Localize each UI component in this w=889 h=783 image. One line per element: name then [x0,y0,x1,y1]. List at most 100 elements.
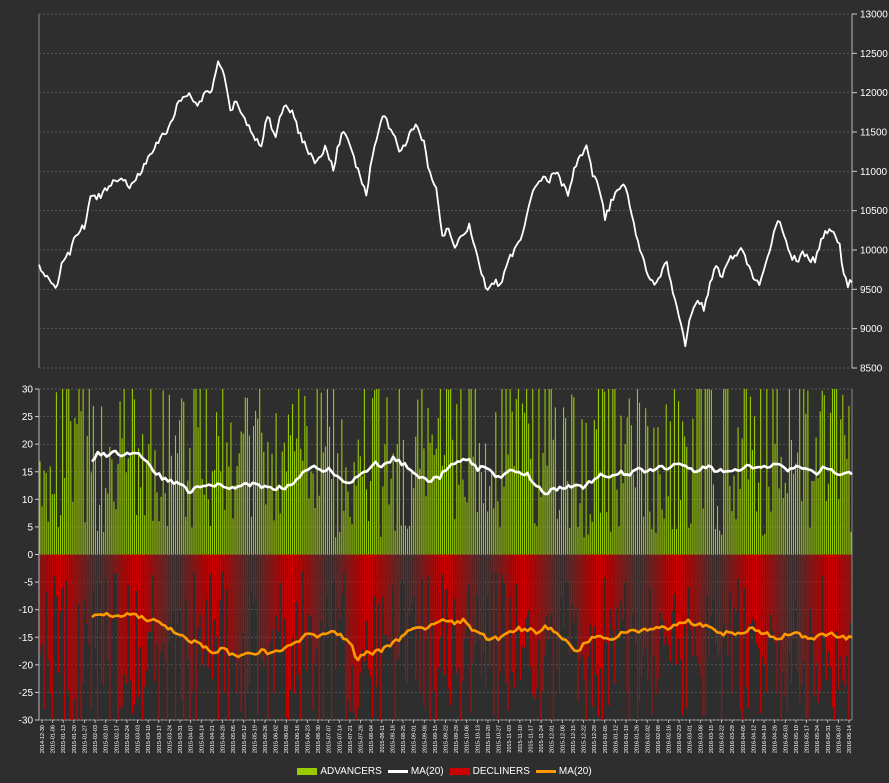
decliners-bar [622,554,624,619]
advancers-bar [458,484,460,555]
advancers-bar [647,426,649,555]
advancers-bar [125,472,127,555]
decliners-bar [610,554,612,610]
bottom-x-tick-label: 2016-05-10 [794,725,800,753]
advancers-bar [191,527,193,555]
advancers-bar [743,389,745,555]
decliners-bar [281,554,283,651]
legend-item-advancers-ma[interactable]: MA(20) [387,766,444,777]
legend-item-advancers[interactable]: ADVANCERS [297,766,382,777]
decliners-bar [361,554,363,650]
decliners-bar [133,554,135,706]
decliners-bar [211,554,214,679]
decliners-bar [109,554,111,720]
advancers-bar [365,489,367,555]
advancers-bar [651,529,653,555]
decliners-bar [801,554,803,685]
bottom-x-tick-label: 2015-09-15 [433,725,439,753]
advancers-bar [593,420,595,555]
advancers-bar [55,392,57,555]
decliners-bar [671,554,673,611]
advancers-bar [66,389,68,555]
decliners-bar [645,554,647,649]
decliners-bar [113,554,115,573]
decliners-bar [729,554,731,593]
decliners-bar [503,554,505,583]
decliners-bar [431,554,433,621]
decliners-bar [177,554,179,624]
advancers-bar [536,526,538,555]
advancers-bar [452,439,454,555]
advancers-bar [554,407,556,555]
advancers-bar [43,470,45,555]
decliners-bar [608,554,610,706]
decliners-bar [335,554,337,669]
advancers-bar [74,417,76,555]
decliners-bar [554,554,556,633]
decliners-bar [661,554,663,620]
bottom-x-tick-label: 2015-08-18 [390,725,396,753]
decliners-bar [205,554,207,600]
bottom-x-tick-label: 2015-04-14 [199,725,205,753]
bottom-x-tick-label: 2015-12-15 [571,725,577,753]
bottom-x-tick-label: 2016-02-02 [645,725,651,753]
decliners-bar [66,554,68,581]
advancers-bar [663,518,665,555]
bottom-x-tick-label: 2015-12-01 [550,725,556,753]
advancers-bar [294,451,296,555]
decliners-bar [90,554,92,709]
advancers-bar [838,499,840,555]
decliners-bar [655,554,657,695]
decliners-bar [285,554,287,719]
advancers-bar [380,536,382,555]
decliners-bar [840,554,842,657]
advancers-bar [489,486,491,555]
advancers-bar [766,389,768,555]
bottom-x-tick-label: 2016-01-26 [635,725,641,753]
decliners-bar [312,554,314,711]
advancers-bar [201,478,203,555]
decliners-bar [172,554,175,612]
decliners-bar [669,554,671,662]
decliners-ma-line [91,611,853,662]
bottom-x-tick-label: 2016-06-07 [836,725,842,753]
advancers-bar [76,423,78,555]
decliners-bar [365,554,367,622]
decliners-bar [372,554,374,718]
decliners-bar [632,554,634,613]
advancers-bar [314,507,316,555]
decliners-bar [271,554,273,630]
legend-item-decliners-ma[interactable]: MA(20) [535,766,592,777]
decliners-bar [536,554,538,689]
decliners-bar [834,554,836,720]
advancers-bar [526,389,528,555]
decliners-bar [357,554,359,708]
advancers-bar [655,532,657,555]
decliners-bar [688,554,690,588]
decliners-bar [333,554,335,582]
decliners-bar [162,554,164,643]
advancers-bar [530,458,532,555]
decliners-bar [185,554,187,600]
decliners-bar [583,554,585,681]
decliners-bar [154,554,156,682]
advancers-bar [507,454,509,555]
decliners-bar [772,554,774,631]
legend-item-decliners[interactable]: DECLINERS [449,766,530,777]
decliners-bar [573,554,575,623]
decliners-bar [101,554,103,683]
advancers-bar [312,473,314,555]
bottom-y-tick-label: 15 [22,467,34,478]
advancers-bar [177,453,179,555]
advancers-bar [731,511,733,555]
decliners-bar [587,554,589,658]
advancers-bar [587,534,589,555]
advancers-bar [848,405,850,555]
decliners-bar [844,554,846,687]
legend-label-decliners-ma: MA(20) [558,766,592,777]
bottom-y-tick-label: -25 [19,688,34,699]
decliners-bar [115,554,117,574]
bottom-x-tick-label: 2015-09-08 [422,725,428,753]
advancers-bar [181,398,183,555]
